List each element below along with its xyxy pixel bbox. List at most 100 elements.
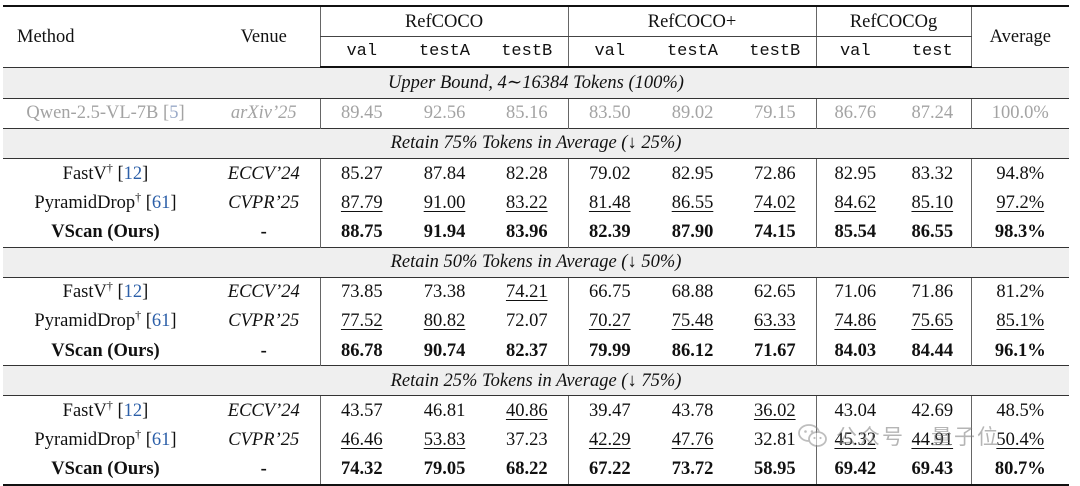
- score-value: 43.57: [340, 401, 383, 422]
- score-cell: 87.84: [403, 158, 486, 188]
- score-cell: 70.27: [567, 306, 651, 337]
- method-name: VScan (Ours): [51, 459, 160, 480]
- method-cell: Qwen-2.5-VL-7B [5]: [26, 103, 185, 124]
- score-value: 82.95: [671, 163, 714, 184]
- score-value: 44.91: [911, 430, 954, 451]
- score-value: 84.44: [911, 340, 954, 361]
- score-cell: 87.79: [319, 188, 403, 218]
- score-value: 82.28: [505, 163, 548, 184]
- score-value: 48.5%: [996, 401, 1045, 422]
- score-value: 63.33: [753, 311, 796, 332]
- score-value: 74.32: [340, 459, 383, 480]
- score-value: 98.3%: [994, 221, 1046, 242]
- method-name: PyramidDrop: [34, 311, 136, 332]
- score-value: 89.45: [340, 103, 383, 124]
- score-value: 71.86: [911, 282, 954, 303]
- refcoco-header: RefCOCO: [319, 5, 568, 38]
- score-cell: 42.69: [894, 396, 971, 426]
- score-value: 70.27: [588, 311, 631, 332]
- score-value: 86.55: [911, 221, 954, 242]
- score-cell: 85.10: [894, 188, 971, 217]
- score-value: 86.12: [671, 340, 714, 361]
- score-cell: 88.75: [319, 217, 403, 247]
- method-cell: FastV† [12]: [62, 160, 149, 184]
- score-value: 72.07: [505, 311, 548, 332]
- score-value: 79.02: [588, 163, 631, 184]
- score-cell: 74.15: [734, 217, 816, 247]
- score-value: 94.8%: [996, 163, 1045, 184]
- score-cell: 43.04: [815, 395, 895, 426]
- score-value: 46.46: [340, 430, 383, 451]
- score-value: 85.54: [834, 221, 877, 242]
- score-value: 85.27: [340, 163, 383, 184]
- score-value: 97.2%: [996, 192, 1045, 213]
- average-cell: 98.3%: [970, 217, 1070, 247]
- score-value: 83.32: [911, 163, 954, 184]
- score-cell: 46.46: [319, 425, 403, 455]
- average-cell: 50.4%: [970, 425, 1070, 455]
- score-cell: 82.95: [815, 158, 895, 189]
- method-name: PyramidDrop: [34, 192, 136, 213]
- score-cell: 47.76: [651, 426, 734, 455]
- score-value: 53.83: [423, 430, 466, 451]
- score-cell: 43.57: [319, 395, 403, 426]
- score-cell: 84.44: [894, 336, 971, 366]
- score-cell: 37.23: [486, 426, 568, 455]
- score-value: 40.86: [505, 401, 548, 422]
- score-value: 84.62: [834, 192, 877, 213]
- venue-cell: -: [260, 221, 267, 242]
- method-name: FastV: [62, 163, 107, 184]
- score-value: 91.00: [423, 192, 466, 213]
- venue-cell: -: [260, 340, 267, 361]
- score-cell: 68.88: [651, 277, 734, 307]
- score-cell: 85.27: [319, 158, 403, 189]
- score-cell: 73.72: [651, 454, 734, 486]
- score-cell: 71.06: [815, 277, 895, 307]
- section-header-row: Retain 50% Tokens in Average (↓ 50%): [3, 246, 1070, 278]
- citation-link[interactable]: 12: [123, 282, 143, 303]
- score-value: 86.76: [834, 103, 877, 124]
- score-cell: 63.33: [734, 307, 816, 336]
- score-value: 100.0%: [991, 103, 1049, 124]
- venue-cell: CVPR’25: [228, 192, 300, 213]
- table-row: VScan (Ours) - 88.75 91.94 83.96 82.39 87.90 74…: [3, 217, 1070, 247]
- score-value: 77.52: [340, 311, 383, 332]
- score-cell: 67.22: [567, 454, 651, 486]
- score-value: 42.69: [911, 401, 954, 422]
- citation-link[interactable]: 5: [169, 103, 179, 124]
- split-header: testA: [651, 36, 734, 69]
- score-value: 74.86: [834, 311, 877, 332]
- citation-link[interactable]: 12: [123, 163, 143, 184]
- table-row: FastV† [12] ECCV’24 85.27 87.84 82.28 79.02 82…: [3, 158, 1070, 189]
- venue-cell: arXiv’25: [230, 103, 297, 124]
- score-value: 82.39: [588, 221, 631, 242]
- citation-link[interactable]: 61: [151, 430, 171, 451]
- section-title: Retain 75% Tokens in Average (↓ 25%): [3, 127, 1070, 159]
- score-value: 83.22: [505, 192, 548, 213]
- method-cell: VScan (Ours): [3, 336, 208, 366]
- score-cell: 86.78: [319, 336, 403, 366]
- score-cell: 82.95: [651, 158, 734, 188]
- citation-link[interactable]: 61: [151, 311, 171, 332]
- score-cell: 79.02: [567, 158, 651, 189]
- score-value: 73.72: [671, 459, 714, 480]
- split-header: val: [815, 36, 895, 69]
- method-name: Qwen-2.5-VL-7B: [26, 103, 159, 124]
- section-header-row: Upper Bound, 4∼16384 Tokens (100%): [3, 66, 1070, 99]
- venue-cell: -: [208, 454, 320, 486]
- score-value: 71.67: [753, 340, 796, 361]
- citation-link[interactable]: 61: [151, 192, 171, 213]
- score-cell: 75.65: [894, 307, 971, 336]
- table-header: Method Venue RefCOCO RefCOCO+ RefCOCOg A…: [3, 4, 1070, 69]
- citation-link[interactable]: 12: [123, 401, 143, 422]
- method-cell: FastV† [12]: [62, 398, 149, 422]
- section-header-row: Retain 75% Tokens in Average (↓ 25%): [3, 127, 1070, 159]
- score-cell: 45.32: [815, 425, 895, 455]
- score-value: 58.95: [753, 459, 796, 480]
- section-header-row: Retain 25% Tokens in Average (↓ 75%): [3, 365, 1070, 397]
- score-cell: 53.83: [403, 426, 486, 455]
- score-value: 74.21: [505, 282, 548, 303]
- refcocog-header: RefCOCOg: [815, 5, 972, 38]
- dagger-mark: †: [106, 398, 113, 413]
- score-cell: 77.52: [319, 306, 403, 337]
